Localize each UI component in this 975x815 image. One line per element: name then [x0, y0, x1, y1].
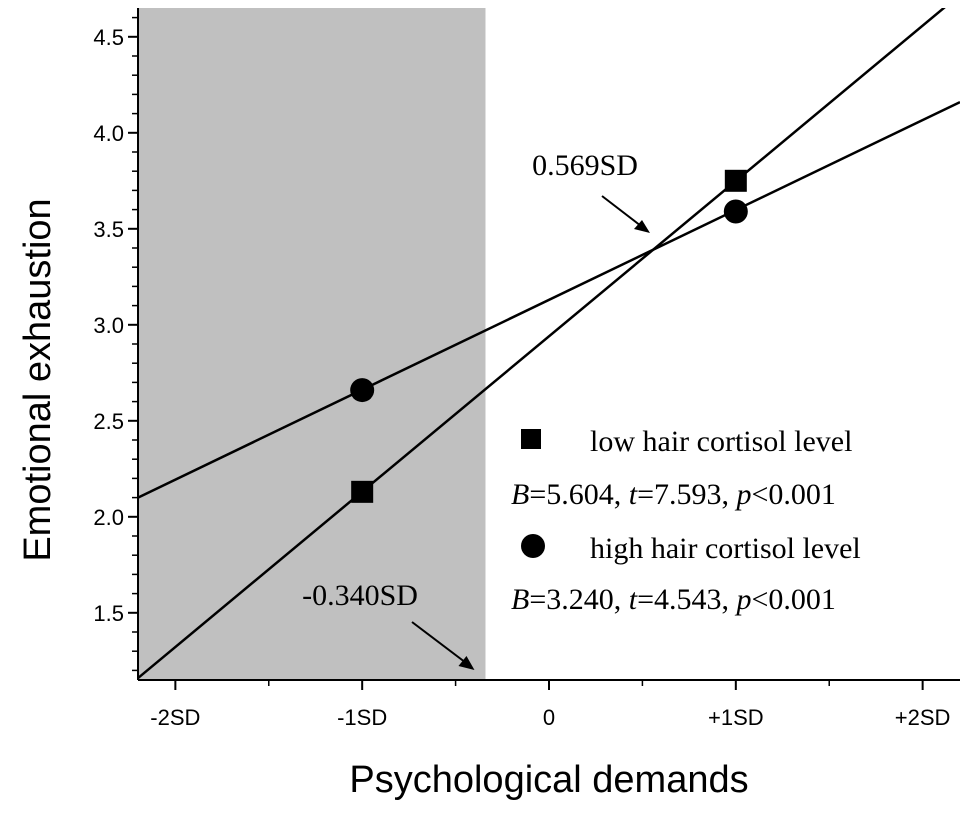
x-tick-label: +2SD	[895, 705, 951, 730]
series-line-square	[138, 8, 946, 680]
square-marker	[724, 169, 747, 192]
legend-label-high: high hair cortisol level	[590, 532, 861, 565]
y-tick-label: 2.0	[93, 505, 124, 530]
legend-square-marker	[521, 429, 541, 449]
stat-p: <0.001	[752, 478, 836, 511]
legend-stats-low: B=5.604, t=7.593, p<0.001	[511, 478, 836, 511]
legend-stats-high: B=3.240, t=4.543, p<0.001	[511, 583, 836, 616]
annotation-boundary-label: -0.340SD	[302, 579, 418, 612]
stat-B-label: B	[511, 478, 529, 511]
stat-t: =4.543,	[637, 583, 736, 616]
x-axis-title: Psychological demands	[349, 759, 748, 801]
y-tick-label: 2.5	[93, 409, 124, 434]
y-tick-label: 3.0	[93, 313, 124, 338]
annotation-intersection-label: 0.569SD	[532, 149, 638, 182]
stat-t: =7.593,	[637, 478, 736, 511]
stat-B-label: B	[511, 583, 529, 616]
stat-p: <0.001	[752, 583, 836, 616]
stat-B: =3.240,	[529, 583, 628, 616]
annotation-intersection-arrow	[601, 195, 642, 227]
stat-t-label: t	[629, 478, 638, 511]
x-tick-label: -1SD	[337, 705, 387, 730]
shaded-region	[138, 8, 486, 680]
stat-t-label: t	[629, 583, 638, 616]
y-axis-title: Emotional exhaustion	[17, 198, 59, 561]
annotation-boundary-arrowhead	[458, 656, 475, 670]
x-tick-label: 0	[543, 705, 555, 730]
x-tick-label: -2SD	[150, 705, 200, 730]
circle-marker	[723, 199, 748, 224]
annotation-boundary-arrow	[411, 621, 469, 665]
y-tick-label: 1.5	[93, 601, 124, 626]
stat-p-label: p	[735, 583, 752, 616]
square-marker	[351, 480, 374, 503]
y-tick-label: 4.5	[93, 25, 124, 50]
legend-circle-marker	[521, 534, 545, 558]
y-tick-label: 4.0	[93, 121, 124, 146]
legend-label-low: low hair cortisol level	[590, 425, 852, 458]
x-tick-label: +1SD	[708, 705, 764, 730]
stat-p-label: p	[735, 478, 752, 511]
annotation-intersection-arrowhead	[634, 220, 650, 233]
y-tick-label: 3.5	[93, 217, 124, 242]
circle-marker	[350, 378, 375, 403]
series-line-circle	[138, 100, 960, 499]
stat-B: =5.604,	[529, 478, 628, 511]
